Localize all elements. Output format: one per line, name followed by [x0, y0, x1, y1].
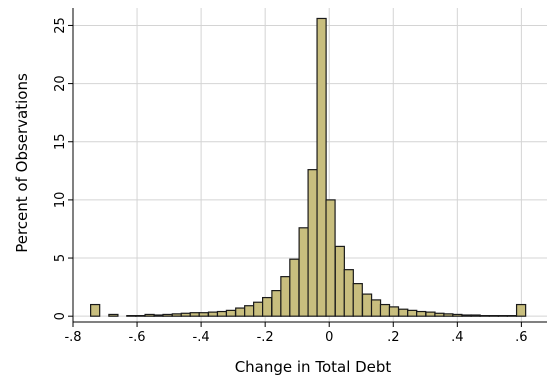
grid-layer — [72, 8, 547, 322]
histogram-bar — [361, 293, 373, 317]
histogram-bar — [298, 227, 309, 317]
histogram-bar — [180, 312, 191, 317]
x-tick-label: .6 — [515, 330, 527, 345]
histogram-bar — [388, 306, 400, 317]
x-axis-title: Change in Total Debt — [235, 358, 392, 376]
y-tick-label: 15 — [53, 133, 68, 150]
histogram-bar — [443, 313, 454, 317]
y-tick-label: 25 — [53, 17, 68, 34]
histogram-bar — [398, 308, 409, 317]
histogram-bar — [316, 17, 327, 317]
histogram-bar — [189, 312, 200, 317]
histogram-bar — [497, 315, 508, 317]
histogram-bar — [244, 305, 255, 317]
histogram-bar — [370, 299, 382, 317]
histogram-bar — [470, 314, 481, 317]
x-tick-label: -.6 — [128, 330, 145, 345]
x-tick-label: -.8 — [64, 330, 81, 345]
histogram-bar — [262, 296, 273, 317]
bars-layer — [90, 17, 527, 317]
y-tick-label: 5 — [53, 254, 68, 262]
histogram-bar — [325, 199, 336, 317]
histogram-bar — [434, 312, 445, 317]
x-tick-label: -.2 — [257, 330, 274, 345]
histogram-bar — [171, 313, 182, 317]
y-tick-label: 10 — [53, 192, 68, 209]
histogram-bar — [225, 309, 237, 317]
histogram-bar — [126, 315, 137, 317]
histogram-bar — [144, 313, 155, 317]
histogram-bar — [379, 303, 391, 317]
histogram-bar — [488, 315, 500, 317]
histogram-bar — [352, 283, 363, 317]
histogram-bar — [271, 290, 282, 317]
histogram-bar — [407, 309, 418, 317]
histogram-bar — [198, 312, 209, 317]
histogram-bar — [307, 169, 318, 317]
histogram-bar — [253, 301, 264, 317]
histogram-bar — [108, 313, 119, 317]
y-tick-label: 0 — [53, 312, 68, 320]
y-axis-title: Percent of Observations — [13, 73, 31, 253]
y-axis-ticks: 0 5 10 15 20 25 — [53, 17, 73, 320]
x-tick-label: .2 — [387, 330, 399, 345]
axes-layer — [72, 8, 547, 323]
histogram-bar — [153, 314, 164, 317]
y-tick-label: 20 — [53, 75, 68, 92]
histogram-bar — [461, 314, 472, 317]
histogram-bar — [235, 307, 246, 317]
x-axis-ticks: -.8 -.6 -.4 -.2 0 .2 .4 .6 — [64, 322, 528, 345]
histogram-bar — [216, 310, 228, 317]
histogram-bar — [425, 311, 436, 317]
histogram-bar — [135, 315, 146, 317]
histogram-bar — [162, 313, 173, 317]
histogram-bar — [207, 311, 219, 317]
histogram-bar — [452, 313, 463, 317]
histogram-bar — [280, 276, 291, 317]
histogram-bar — [343, 269, 354, 317]
histogram-bar — [289, 258, 300, 317]
histogram-bar — [479, 315, 490, 317]
histogram-bar — [416, 310, 427, 317]
histogram-bar — [515, 303, 527, 317]
x-tick-label: -.4 — [193, 330, 210, 345]
histogram-bar — [506, 315, 517, 317]
histogram-bar — [90, 303, 101, 317]
x-tick-label: 0 — [325, 330, 333, 345]
histogram-bar — [334, 245, 345, 317]
x-tick-label: .4 — [451, 330, 463, 345]
